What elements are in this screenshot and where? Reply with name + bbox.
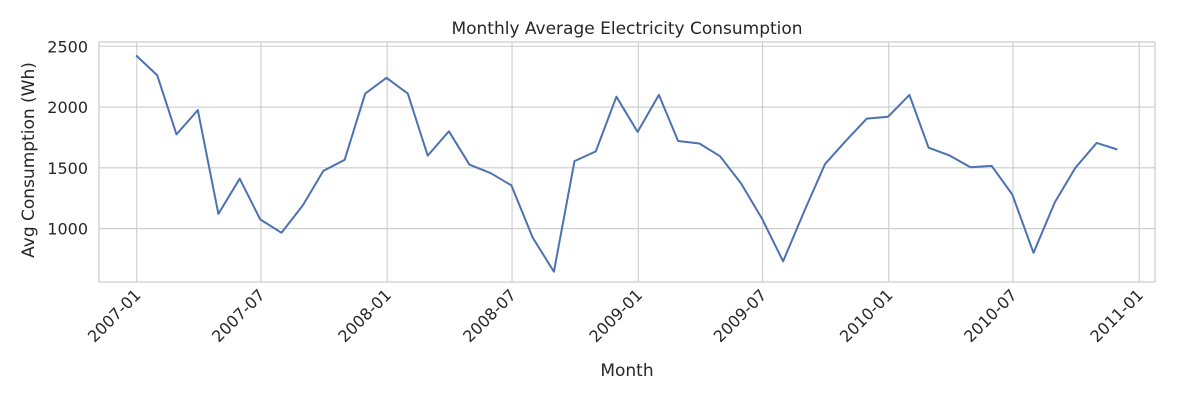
data-point bbox=[615, 96, 617, 98]
data-point bbox=[658, 94, 660, 96]
y-tick-labels: 1000 1500 2000 2500 bbox=[47, 37, 88, 238]
data-point bbox=[217, 213, 219, 215]
data-point bbox=[407, 93, 409, 95]
data-point bbox=[322, 170, 324, 172]
x-tick-labels: 2007-01 2007-07 2008-01 2008-07 2009-01 2009-… bbox=[84, 285, 1147, 346]
data-point bbox=[364, 93, 366, 95]
data-point bbox=[969, 166, 971, 168]
data-point bbox=[824, 163, 826, 165]
data-point bbox=[1116, 149, 1118, 151]
y-tick-label: 2000 bbox=[47, 98, 88, 117]
data-point bbox=[928, 147, 930, 149]
data-point bbox=[677, 140, 679, 142]
y-tick-label: 1500 bbox=[47, 159, 88, 178]
data-point bbox=[887, 116, 889, 118]
data-point bbox=[302, 204, 304, 206]
data-point bbox=[344, 159, 346, 161]
data-point bbox=[761, 217, 763, 219]
data-point bbox=[782, 260, 784, 262]
data-point bbox=[740, 183, 742, 185]
data-point bbox=[532, 237, 534, 239]
data-point bbox=[845, 139, 847, 141]
y-tick-label: 1000 bbox=[47, 220, 88, 239]
x-tick-label: 2008-01 bbox=[334, 285, 395, 346]
data-point bbox=[866, 118, 868, 120]
data-point bbox=[239, 178, 241, 180]
chart-title: Monthly Average Electricity Consumption bbox=[451, 19, 802, 39]
data-point bbox=[1033, 252, 1035, 254]
series-line bbox=[135, 54, 1118, 273]
x-tick-label: 2011-01 bbox=[1086, 285, 1147, 346]
data-point bbox=[991, 165, 993, 167]
x-tick-label: 2010-01 bbox=[836, 285, 897, 346]
grid bbox=[99, 42, 1155, 282]
data-point bbox=[427, 155, 429, 157]
data-point bbox=[719, 155, 721, 157]
x-tick-label: 2008-07 bbox=[459, 285, 520, 346]
x-tick-label: 2009-07 bbox=[710, 285, 771, 346]
data-point bbox=[135, 54, 137, 56]
data-point bbox=[490, 172, 492, 174]
x-tick-label: 2007-01 bbox=[84, 285, 145, 346]
data-point bbox=[176, 133, 178, 135]
data-point bbox=[595, 150, 597, 152]
y-tick-label: 2500 bbox=[47, 37, 88, 56]
x-axis-label: Month bbox=[600, 361, 653, 381]
data-point bbox=[156, 74, 158, 76]
data-point bbox=[281, 232, 283, 234]
data-point bbox=[698, 142, 700, 144]
data-point bbox=[949, 155, 951, 157]
data-point bbox=[1074, 167, 1076, 169]
data-point bbox=[448, 130, 450, 132]
data-point bbox=[469, 164, 471, 166]
data-point bbox=[574, 160, 576, 162]
data-point bbox=[1096, 142, 1098, 144]
data-point bbox=[637, 131, 639, 133]
data-point bbox=[1011, 194, 1013, 196]
y-axis-label: Avg Consumption (Wh) bbox=[19, 62, 39, 258]
plot-frame bbox=[98, 41, 1156, 283]
data-point bbox=[259, 218, 261, 220]
data-point bbox=[908, 94, 910, 96]
series-layer bbox=[135, 54, 1118, 273]
data-point bbox=[197, 109, 199, 111]
x-tick-label: 2010-07 bbox=[960, 285, 1021, 346]
data-point bbox=[1054, 201, 1056, 203]
data-point bbox=[510, 184, 512, 186]
data-point bbox=[386, 77, 388, 79]
data-point bbox=[553, 271, 555, 273]
x-tick-label: 2007-07 bbox=[208, 285, 269, 346]
data-point bbox=[803, 210, 805, 212]
x-tick-label: 2009-01 bbox=[585, 285, 646, 346]
